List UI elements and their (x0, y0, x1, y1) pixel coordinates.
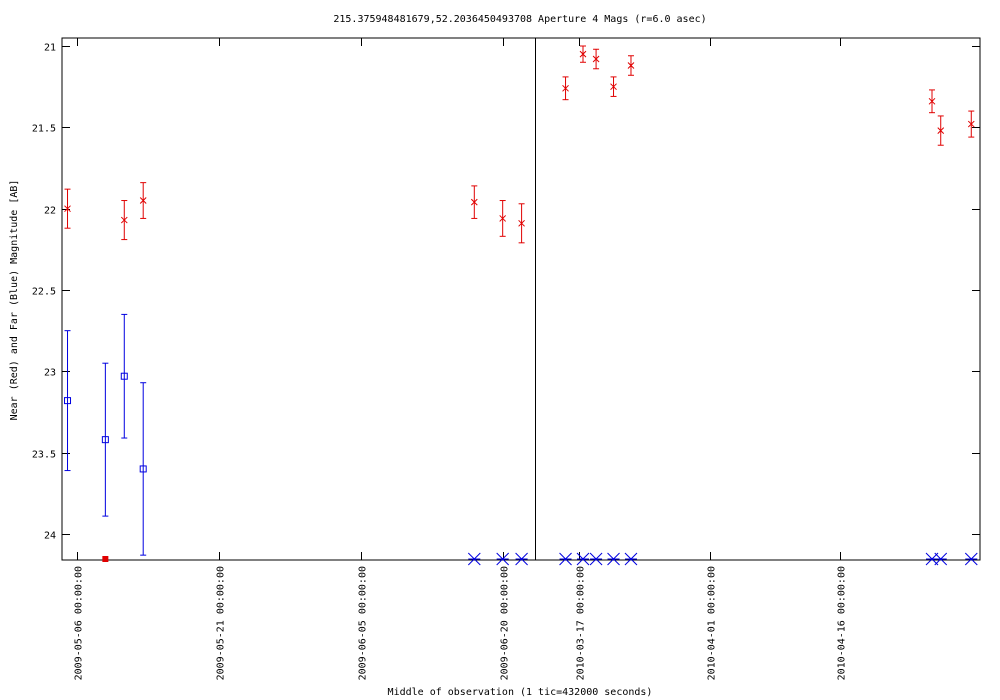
x-tick-label: 2010-03-17 00:00:00 (576, 566, 587, 680)
y-tick-label: 22.5 (32, 287, 56, 298)
y-tick-label: 21.5 (32, 124, 56, 135)
data-point-square (64, 397, 72, 405)
limit-asterisk (589, 552, 603, 566)
data-point-x (499, 215, 507, 222)
data-point-x (967, 120, 975, 128)
x-tick-label: 2010-04-01 00:00:00 (707, 566, 718, 680)
plot-area (61, 37, 981, 561)
data-point-x (592, 55, 600, 63)
y-tick-label: 23 (44, 368, 56, 379)
x-tick-label: 2009-06-20 00:00:00 (500, 566, 511, 680)
data-point-x (579, 50, 587, 58)
data-point-x (470, 198, 478, 206)
limit-asterisk (467, 552, 481, 566)
data-point-x (562, 84, 569, 92)
y-axis-label: Near (Red) and Far (Blue) Magnitude [AB] (9, 180, 20, 421)
y-tick-label: 23.5 (32, 450, 56, 461)
data-point-square (101, 436, 109, 444)
limit-asterisk (607, 552, 620, 566)
limit-asterisk (559, 552, 572, 566)
limit-asterisk (496, 552, 510, 566)
x-tick-label: 2009-05-06 00:00:00 (74, 566, 85, 680)
data-point-x (937, 127, 945, 134)
data-point-x (928, 97, 936, 105)
data-point-square (139, 465, 147, 473)
x-tick-label: 2009-06-05 00:00:00 (358, 566, 369, 680)
limit-asterisk (515, 552, 528, 566)
limit-asterisk (964, 552, 978, 566)
data-point-square (120, 372, 128, 380)
data-point-x (518, 219, 525, 227)
y-tick-label: 24 (44, 531, 56, 542)
x-tick-label: 2010-04-16 00:00:00 (837, 566, 848, 680)
data-point-x (139, 197, 147, 204)
x-tick-label: 2009-05-21 00:00:00 (216, 566, 227, 680)
data-point-x (610, 83, 617, 91)
limit-asterisk (624, 552, 638, 566)
y-tick-label: 21 (44, 43, 56, 54)
data-marks (64, 45, 978, 566)
chart-title: 215.375948481679,52.2036450493708 Apertu… (333, 14, 706, 25)
x-axis-label: Middle of observation (1 tic=432000 seco… (388, 687, 653, 698)
limit-asterisk (934, 552, 948, 566)
data-point-x (120, 216, 128, 224)
x-axis: 2009-05-06 00:00:00 2009-05-21 00:00:00 20… (74, 38, 848, 680)
data-point-x (627, 62, 635, 69)
y-tick-label: 22 (44, 206, 56, 217)
limit-marker (102, 556, 109, 562)
limit-asterisk (576, 552, 590, 566)
y-axis: 21 21.5 22 22.5 23 23.5 24 (32, 43, 980, 542)
data-point-x (64, 205, 71, 213)
